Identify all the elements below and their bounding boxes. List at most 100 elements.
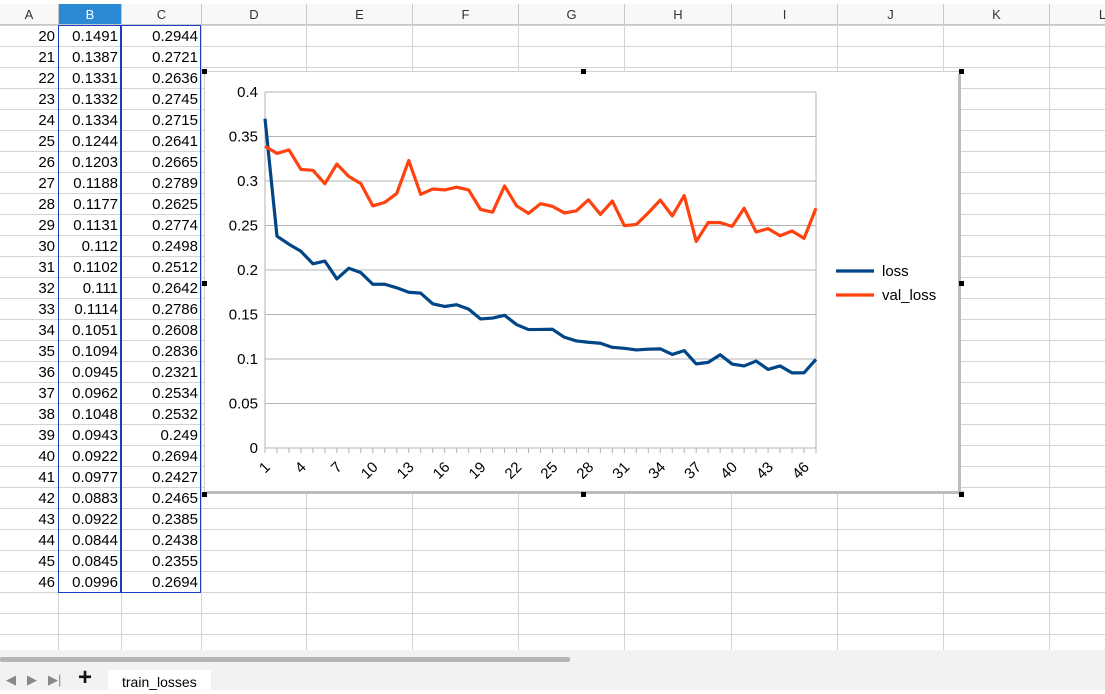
cell-c-12[interactable]: 0.2512	[152, 259, 198, 276]
column-header-i[interactable]: I	[732, 4, 838, 25]
cell-c-8[interactable]: 0.2789	[152, 175, 198, 192]
cell-b-27[interactable]: 0.0996	[72, 574, 118, 591]
column-header-f[interactable]: F	[413, 4, 519, 25]
cell-a-8[interactable]: 27	[38, 175, 55, 192]
chart-object[interactable]: 0 0.05 0.1 0.15 0.2 0.25 0.3 0.35 0.4 1 4 7 10 13 16 19…	[202, 69, 964, 497]
cell-a-21[interactable]: 40	[38, 448, 55, 465]
cell-c-22[interactable]: 0.2427	[152, 469, 198, 486]
cell-a-5[interactable]: 24	[38, 112, 55, 129]
cell-b-26[interactable]: 0.0845	[72, 553, 118, 570]
cell-a-27[interactable]: 46	[38, 574, 55, 591]
cell-b-7[interactable]: 0.1203	[72, 154, 118, 171]
cell-c-3[interactable]: 0.2636	[152, 70, 198, 87]
resize-handle[interactable]	[959, 69, 964, 74]
cell-a-4[interactable]: 23	[38, 91, 55, 108]
horizontal-scrollbar[interactable]	[0, 657, 570, 662]
cell-c-1[interactable]: 0.2944	[152, 28, 198, 45]
column-header-l[interactable]: L	[1050, 4, 1105, 25]
cell-b-16[interactable]: 0.1094	[72, 343, 118, 360]
cell-c-2[interactable]: 0.2721	[152, 49, 198, 66]
cell-b-2[interactable]: 0.1387	[72, 49, 118, 66]
resize-handle[interactable]	[202, 281, 207, 286]
cell-a-13[interactable]: 32	[38, 280, 55, 297]
cell-b-3[interactable]: 0.1331	[72, 70, 118, 87]
cell-c-11[interactable]: 0.2498	[152, 238, 198, 255]
cell-c-14[interactable]: 0.2786	[152, 301, 198, 318]
cell-b-14[interactable]: 0.1114	[74, 301, 118, 318]
cell-c-17[interactable]: 0.2321	[152, 364, 198, 381]
resize-handle[interactable]	[581, 492, 586, 497]
cell-b-25[interactable]: 0.0844	[72, 532, 118, 549]
first-sheet-icon[interactable]: ◀	[6, 672, 16, 687]
cell-c-5[interactable]: 0.2715	[152, 112, 198, 129]
cell-b-9[interactable]: 0.1177	[73, 196, 118, 213]
cell-b-19[interactable]: 0.1048	[72, 406, 118, 423]
cell-c-7[interactable]: 0.2665	[152, 154, 198, 171]
cell-a-6[interactable]: 25	[38, 133, 55, 150]
cell-b-23[interactable]: 0.0883	[72, 490, 118, 507]
cell-b-1[interactable]: 0.1491	[72, 28, 118, 45]
cell-c-13[interactable]: 0.2642	[152, 280, 198, 297]
sheet-tab-train-losses[interactable]: train_losses	[108, 670, 211, 690]
resize-handle[interactable]	[959, 281, 964, 286]
cell-a-22[interactable]: 41	[38, 469, 55, 486]
cell-b-6[interactable]: 0.1244	[72, 133, 118, 150]
cell-a-16[interactable]: 35	[38, 343, 55, 360]
cell-a-1[interactable]: 20	[38, 28, 55, 45]
column-header-h[interactable]: H	[625, 4, 732, 25]
cell-a-7[interactable]: 26	[38, 154, 55, 171]
cell-c-25[interactable]: 0.2438	[152, 532, 198, 549]
cell-a-3[interactable]: 22	[38, 70, 55, 87]
cell-b-4[interactable]: 0.1332	[72, 91, 118, 108]
cell-a-17[interactable]: 36	[38, 364, 55, 381]
cell-a-26[interactable]: 45	[38, 553, 55, 570]
cell-b-22[interactable]: 0.0977	[72, 469, 118, 486]
cell-a-20[interactable]: 39	[38, 427, 55, 444]
column-header-k[interactable]: K	[944, 4, 1050, 25]
cell-b-8[interactable]: 0.1188	[73, 175, 118, 192]
cell-c-10[interactable]: 0.2774	[152, 217, 198, 234]
cell-c-9[interactable]: 0.2625	[152, 196, 198, 213]
cell-a-25[interactable]: 44	[38, 532, 55, 549]
column-header-d[interactable]: D	[202, 4, 307, 25]
column-header-b[interactable]: B	[59, 4, 122, 25]
last-sheet-icon[interactable]: ▶	[27, 672, 37, 687]
cell-b-18[interactable]: 0.0962	[72, 385, 118, 402]
resize-handle[interactable]	[959, 492, 964, 497]
cell-c-16[interactable]: 0.2836	[152, 343, 198, 360]
cell-c-15[interactable]: 0.2608	[152, 322, 198, 339]
cell-a-2[interactable]: 21	[38, 49, 55, 66]
resize-handle[interactable]	[202, 69, 207, 74]
cell-c-24[interactable]: 0.2385	[152, 511, 198, 528]
cell-a-11[interactable]: 30	[38, 238, 55, 255]
cell-c-6[interactable]: 0.2641	[152, 133, 198, 150]
column-header-e[interactable]: E	[307, 4, 413, 25]
cell-b-20[interactable]: 0.0943	[72, 427, 118, 444]
cell-a-18[interactable]: 37	[38, 385, 55, 402]
cell-c-19[interactable]: 0.2532	[152, 406, 198, 423]
column-header-a[interactable]: A	[0, 4, 59, 25]
cell-a-19[interactable]: 38	[38, 406, 55, 423]
cell-b-12[interactable]: 0.1102	[73, 259, 118, 276]
cell-b-24[interactable]: 0.0922	[72, 511, 118, 528]
column-header-g[interactable]: G	[519, 4, 625, 25]
column-header-c[interactable]: C	[122, 4, 202, 25]
cell-a-14[interactable]: 33	[38, 301, 55, 318]
cell-a-9[interactable]: 28	[38, 196, 55, 213]
cell-c-21[interactable]: 0.2694	[152, 448, 198, 465]
cell-a-24[interactable]: 43	[38, 511, 55, 528]
cell-a-15[interactable]: 34	[38, 322, 55, 339]
cell-b-10[interactable]: 0.1131	[73, 217, 118, 234]
cell-a-12[interactable]: 31	[38, 259, 55, 276]
cell-b-11[interactable]: 0.112	[81, 238, 118, 255]
scroll-end-icon[interactable]: ▶|	[48, 672, 62, 687]
cell-b-5[interactable]: 0.1334	[72, 112, 118, 129]
resize-handle[interactable]	[581, 69, 586, 74]
column-header-j[interactable]: J	[838, 4, 944, 25]
cell-a-23[interactable]: 42	[38, 490, 55, 507]
cell-c-27[interactable]: 0.2694	[152, 574, 198, 591]
cell-c-26[interactable]: 0.2355	[152, 553, 198, 570]
add-sheet-button[interactable]: +	[78, 664, 93, 691]
cell-a-10[interactable]: 29	[38, 217, 55, 234]
cell-b-13[interactable]: 0.111	[82, 280, 118, 297]
